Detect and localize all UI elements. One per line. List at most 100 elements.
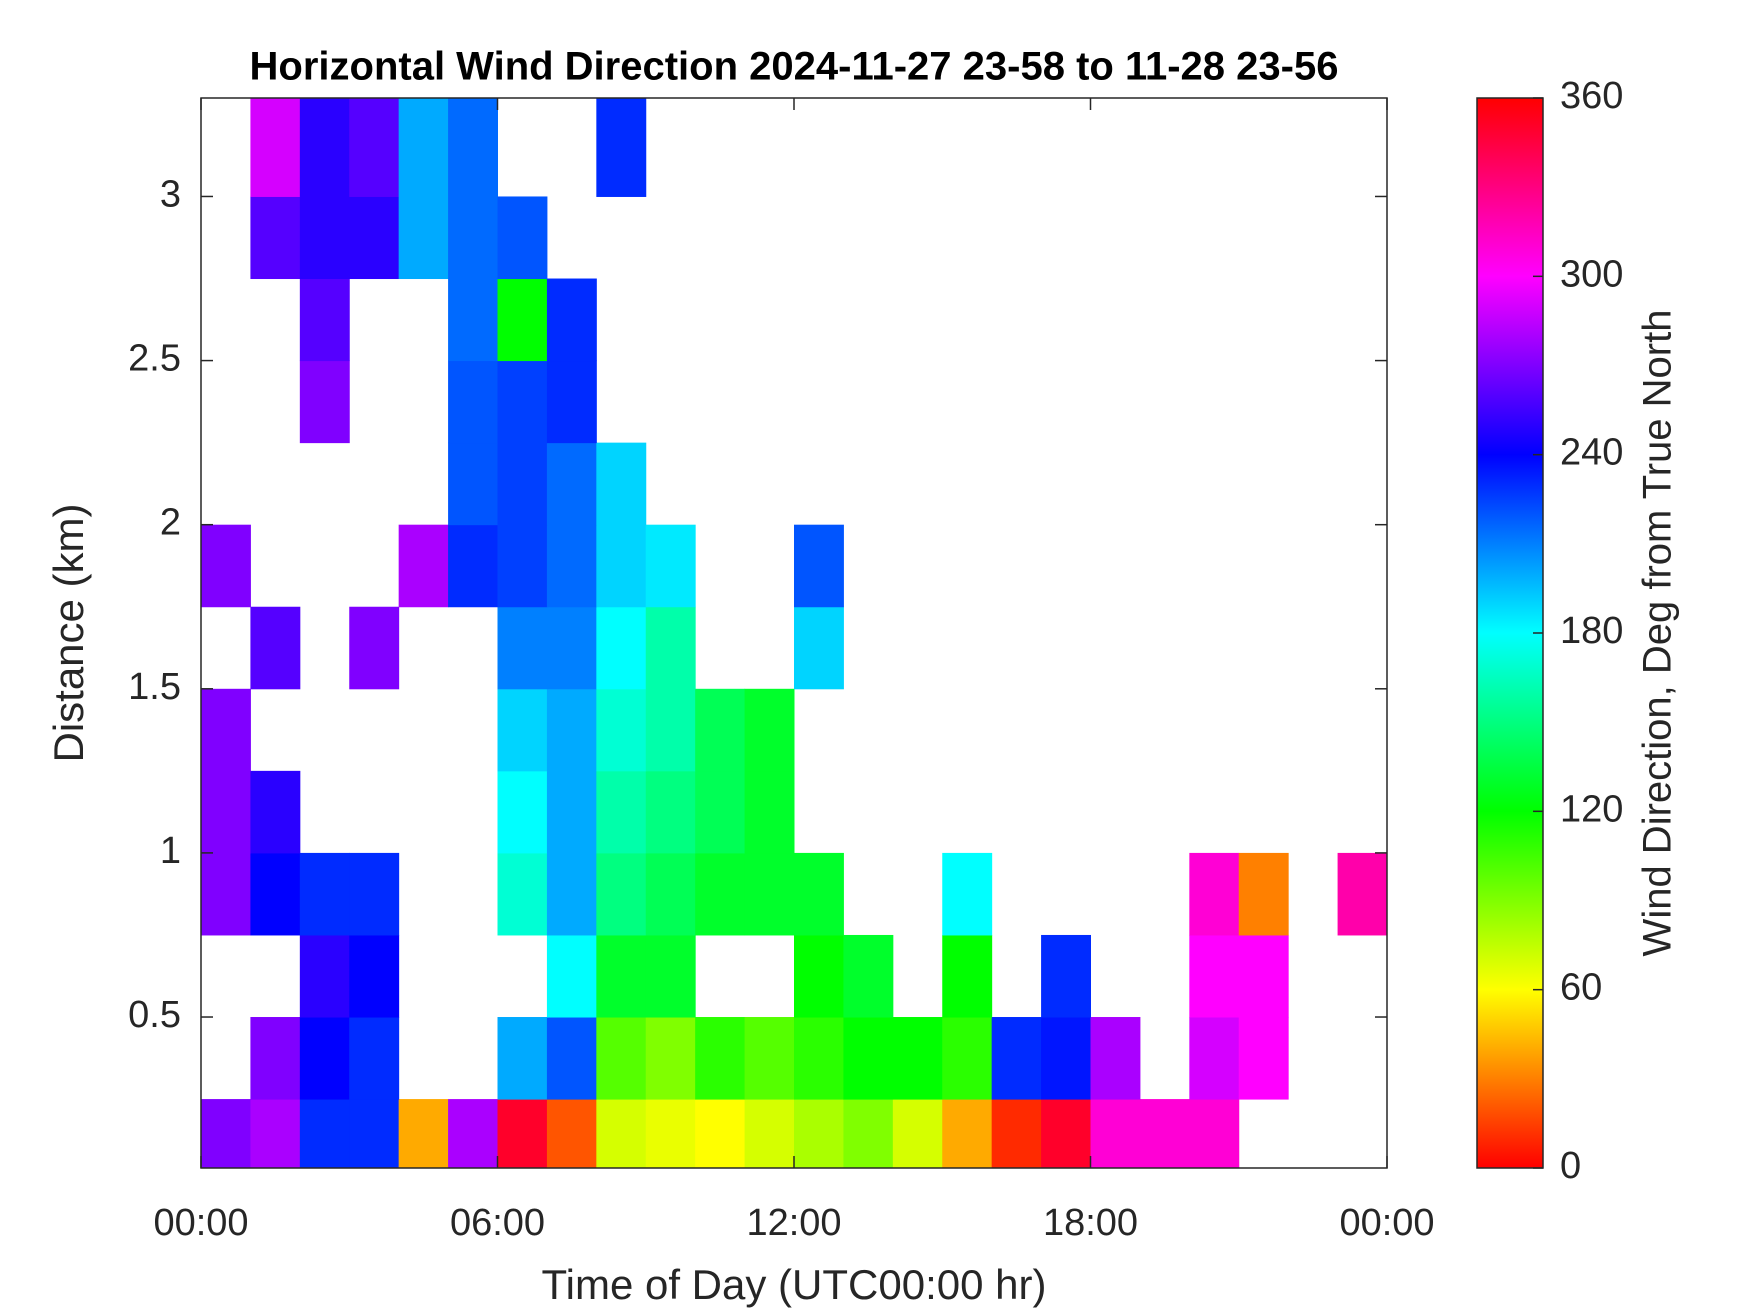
heatmap-cell	[1139, 1099, 1190, 1169]
heatmap-cell	[546, 442, 597, 526]
colorbar	[1476, 97, 1544, 1169]
heatmap-cell	[1041, 1017, 1091, 1100]
heatmap-cell	[1041, 1099, 1091, 1169]
heatmap-cell	[546, 1099, 597, 1169]
heatmap-cell	[645, 852, 696, 936]
heatmap-cell	[299, 1017, 350, 1100]
heatmap-cell	[1238, 1017, 1289, 1100]
x-tick-label: 12:00	[746, 1202, 841, 1244]
heatmap-cell	[398, 524, 449, 608]
heatmap-cell	[1238, 852, 1289, 936]
heatmap-cell	[843, 1099, 894, 1169]
heatmap-cell	[744, 1099, 795, 1169]
heatmap-cell	[645, 1099, 696, 1169]
heatmap-cell	[991, 1099, 1042, 1169]
y-tick-label: 3	[160, 173, 181, 215]
heatmap-cell	[794, 1017, 844, 1100]
heatmap-cell	[349, 1099, 400, 1169]
heatmap-cell	[695, 688, 746, 772]
heatmap-cell	[695, 1099, 746, 1169]
heatmap-cell	[497, 278, 548, 362]
colorbar-label: Wind Direction, Deg from True North	[1636, 310, 1680, 957]
heatmap-cell	[349, 98, 400, 197]
heatmap-cell	[448, 442, 498, 526]
heatmap-cell	[695, 1017, 746, 1100]
heatmap-cell	[596, 852, 647, 936]
heatmap-cell	[349, 934, 400, 1018]
colorbar-tick-label: 180	[1560, 610, 1623, 652]
heatmap-cell	[250, 852, 301, 936]
x-tick-label: 00:00	[1339, 1202, 1434, 1244]
heatmap-cell	[497, 606, 548, 690]
heatmap-cell	[596, 688, 647, 772]
colorbar-tick-label: 0	[1560, 1145, 1581, 1187]
heatmap-cell	[398, 98, 449, 197]
heatmap-cell	[596, 606, 647, 690]
heatmap-cell	[349, 1017, 400, 1100]
heatmap-cell	[794, 606, 844, 690]
heatmap-cell	[1189, 934, 1240, 1018]
heatmap-cell	[546, 1017, 597, 1100]
heatmap-cell	[645, 934, 696, 1018]
heatmap-cell	[546, 934, 597, 1018]
heatmap-cell	[201, 688, 251, 772]
heatmap-cell	[744, 852, 795, 936]
heatmap-cell	[448, 278, 498, 362]
heatmap-cell	[448, 1099, 498, 1169]
heatmap-cell	[794, 852, 844, 936]
heatmap-cell	[250, 770, 301, 854]
y-tick-label: 2	[160, 502, 181, 544]
heatmap-cell	[299, 360, 350, 444]
heatmap-cell	[596, 1017, 647, 1100]
heatmap-cell	[299, 98, 350, 197]
heatmap-cell	[398, 196, 449, 280]
heatmap-cell	[349, 852, 400, 936]
heatmap-cell	[448, 360, 498, 444]
heatmap-cell	[546, 852, 597, 936]
heatmap-cell	[546, 524, 597, 608]
heatmap-cell	[942, 1017, 993, 1100]
y-tick-label: 1.5	[128, 666, 181, 708]
x-tick-label: 00:00	[153, 1202, 248, 1244]
heatmap-cell	[1090, 1099, 1141, 1169]
heatmap-cell	[596, 98, 647, 197]
heatmap-cell	[645, 524, 696, 608]
heatmap-cell	[695, 852, 746, 936]
heatmap-cell	[250, 606, 301, 690]
y-tick-label: 0.5	[128, 994, 181, 1036]
heatmap-cell	[497, 360, 548, 444]
heatmap-cell	[596, 524, 647, 608]
heatmap-cell	[1189, 1017, 1240, 1100]
heatmap-cell	[596, 770, 647, 854]
heatmap-cell	[892, 1099, 943, 1169]
y-axis-label: Distance (km)	[45, 503, 92, 762]
heatmap-cell	[744, 1017, 795, 1100]
colorbar-tick-label: 300	[1560, 253, 1623, 295]
colorbar-tick-label: 240	[1560, 432, 1623, 474]
heatmap-cell	[645, 1017, 696, 1100]
heatmap-cell	[942, 1099, 993, 1169]
heatmap-cell	[1337, 852, 1388, 936]
heatmap-cell	[794, 934, 844, 1018]
heatmap-cell	[794, 1099, 844, 1169]
heatmap-cell	[349, 606, 400, 690]
x-axis-label: Time of Day (UTC00:00 hr)	[542, 1261, 1047, 1308]
heatmap-cell	[299, 852, 350, 936]
heatmap-cell	[1189, 1099, 1240, 1169]
heatmap-cell	[349, 196, 400, 280]
heatmap-cell	[596, 442, 647, 526]
heatmap-cell	[1090, 1017, 1141, 1100]
y-tick-label: 1	[160, 830, 181, 872]
heatmap-cell	[201, 852, 251, 936]
heatmap-cell	[497, 524, 548, 608]
heatmap-cell	[201, 770, 251, 854]
heatmap-cell	[546, 278, 597, 362]
y-tick-label: 2.5	[128, 338, 181, 380]
colorbar-tick-label: 360	[1560, 75, 1623, 117]
heatmap-cell	[1238, 934, 1289, 1018]
heatmap-cell	[645, 688, 696, 772]
colorbar-tick-label: 60	[1560, 967, 1602, 1009]
heatmap-cell	[645, 770, 696, 854]
heatmap-cell	[991, 1017, 1042, 1100]
